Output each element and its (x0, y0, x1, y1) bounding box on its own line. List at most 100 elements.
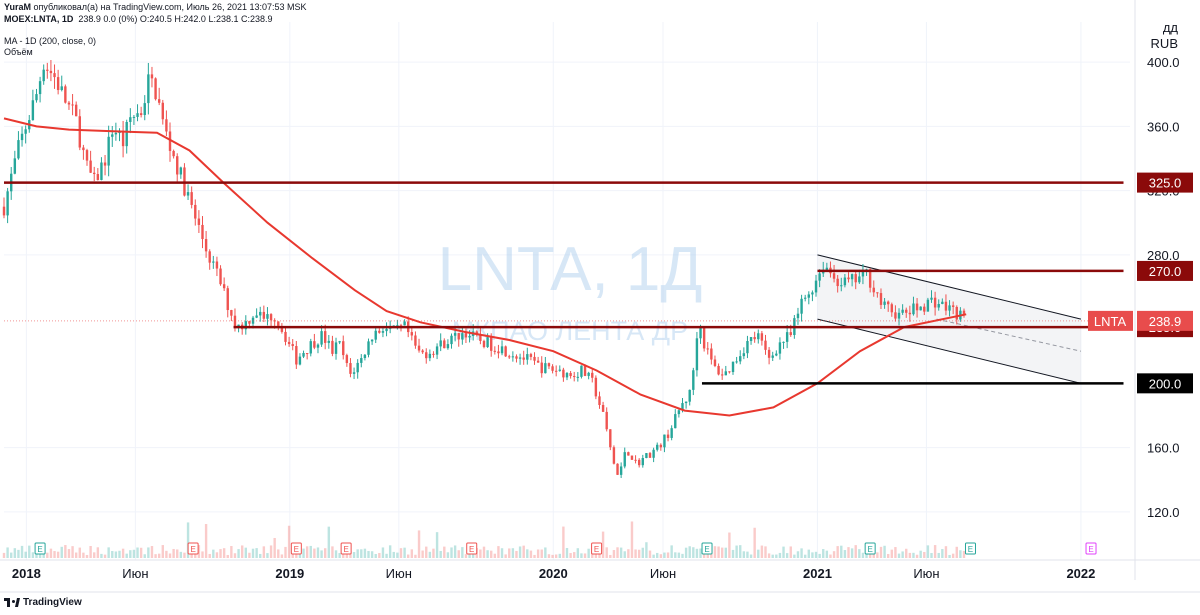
candle-body (515, 356, 518, 359)
volume-bar (302, 548, 305, 558)
candle-body (468, 335, 471, 338)
volume-bar (388, 545, 392, 558)
level-badge-label: 200.0 (1149, 376, 1182, 391)
volume-bar (284, 546, 287, 558)
candle-body (313, 341, 316, 348)
candle-body (533, 356, 536, 361)
candle-body (139, 113, 143, 116)
candle-body (894, 312, 897, 319)
publish-info: YuraM опубликовал(а) на TradingView.com,… (4, 2, 307, 12)
candle-body (89, 160, 92, 173)
volume-bar (778, 552, 782, 558)
volume-bar (720, 547, 724, 558)
candle-body (212, 261, 215, 263)
trend-channel[interactable] (817, 254, 1082, 384)
symbol-name: MOEX:LNTA, 1D (4, 14, 74, 24)
candle-body (717, 365, 720, 375)
indicator-ma-legend[interactable]: MA - 1D (200, close, 0) (4, 36, 97, 46)
candle-body (35, 94, 38, 101)
volume-bar (464, 554, 468, 558)
candle-body (248, 321, 251, 324)
volume-bar (785, 553, 789, 558)
level-badge-label: 270.0 (1149, 264, 1182, 279)
last-price-badge (1137, 310, 1193, 331)
candle-body (623, 452, 626, 467)
currency-label[interactable]: RUB (1150, 36, 1178, 51)
volume-bar (500, 548, 504, 558)
candle-body (612, 447, 616, 464)
volume-bar (551, 554, 554, 558)
candle-body (713, 359, 717, 366)
candle-body (453, 333, 457, 336)
earnings-marker[interactable] (701, 542, 713, 555)
earnings-marker[interactable] (864, 542, 876, 555)
candle-body (269, 314, 273, 321)
volume-bar (861, 552, 865, 558)
earnings-marker[interactable] (964, 542, 976, 555)
volume-bar (580, 553, 583, 558)
x-tick-label: Июн (386, 566, 412, 581)
candle-body (42, 69, 45, 82)
candle-body (129, 117, 132, 122)
volume-bar (31, 552, 35, 558)
candle-body (107, 136, 110, 166)
candle-body (432, 353, 435, 355)
earnings-marker[interactable] (1085, 542, 1097, 555)
candle-body (760, 333, 764, 341)
candle-body (858, 276, 861, 283)
volume-bar (204, 524, 208, 558)
earnings-marker[interactable] (34, 542, 46, 555)
volume-bars (2, 521, 966, 558)
author-name[interactable]: YuraM (4, 2, 32, 12)
candle-body (396, 325, 399, 327)
volume-bar (482, 546, 486, 558)
earnings-marker[interactable] (187, 542, 199, 555)
candle-body (266, 314, 269, 319)
candle-body (854, 274, 857, 283)
candle-body (284, 331, 287, 342)
candle-body (591, 372, 594, 378)
channel-lower-line[interactable] (817, 318, 1082, 384)
channel-upper-line[interactable] (817, 254, 1082, 320)
candle-body (565, 373, 569, 378)
x-tick-label: 2021 (803, 566, 832, 581)
candle-body (305, 353, 309, 355)
candle-body (479, 333, 482, 341)
earnings-marker[interactable] (290, 542, 302, 555)
earnings-marker[interactable] (591, 542, 603, 555)
volume-bar (197, 545, 201, 558)
earnings-marker[interactable] (340, 542, 352, 555)
candle-body (168, 131, 172, 151)
candle-body (807, 294, 811, 298)
candle-body (78, 116, 81, 148)
indicator-volume-legend[interactable]: Объём (4, 47, 33, 57)
tradingview-logo[interactable]: TradingView (4, 597, 82, 608)
volume-bar (161, 545, 164, 558)
candle-body (627, 452, 630, 456)
candle-body (201, 224, 204, 240)
volume-bar (6, 547, 9, 558)
volume-bar (728, 532, 731, 558)
candle-body (518, 357, 522, 359)
last-price-badge-label: 238.9 (1149, 314, 1182, 329)
candle-body (583, 365, 587, 376)
volume-bar (407, 554, 410, 558)
volume-bar (493, 553, 497, 558)
candle-body (215, 261, 219, 269)
time-axis[interactable]: 2018 Июн 2019 Июн 2020 Июн 2021 Июн 2022 (0, 559, 1200, 593)
candle-body (60, 86, 63, 91)
candle-body (370, 339, 374, 342)
candle-body (367, 341, 370, 355)
candle-body (937, 303, 940, 308)
candle-body (634, 459, 637, 461)
candle-body (782, 341, 785, 343)
volume-bar (749, 554, 753, 558)
volume-bar (951, 553, 955, 558)
volume-bar (811, 552, 814, 558)
volume-bar (937, 552, 940, 558)
horizontal-levels[interactable] (4, 181, 1130, 385)
earnings-marker[interactable] (466, 542, 478, 555)
